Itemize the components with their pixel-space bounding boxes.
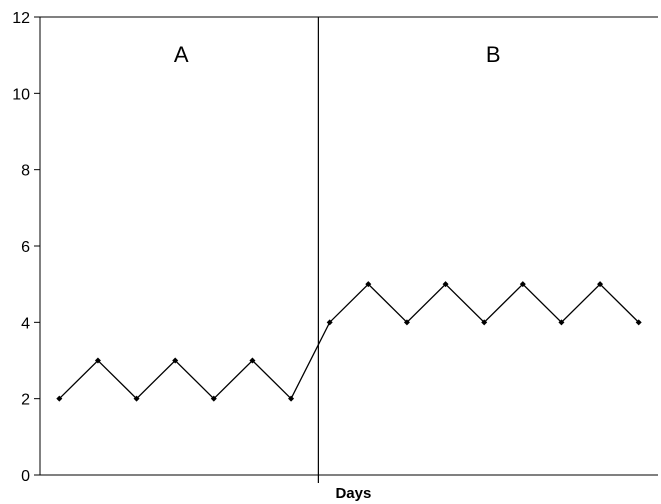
data-point: [210, 395, 217, 402]
y-tick-label: 2: [21, 392, 30, 409]
data-point: [403, 319, 410, 326]
data-point: [94, 357, 101, 364]
data-point: [288, 395, 295, 402]
data-point: [133, 395, 140, 402]
y-tick-label: 8: [21, 163, 30, 180]
phase-label-a: A: [174, 42, 189, 67]
y-tick-label: 12: [12, 10, 30, 27]
y-axis-ticks: 0 2 4 6 8 10 12: [12, 10, 40, 485]
data-point: [365, 281, 372, 288]
data-point: [558, 319, 565, 326]
y-tick-label: 0: [21, 468, 30, 485]
data-point: [597, 281, 604, 288]
series-group: [56, 281, 642, 402]
phase-label-b: B: [486, 42, 501, 67]
series-line: [58, 283, 640, 400]
data-point: [635, 319, 642, 326]
data-point: [481, 319, 488, 326]
data-point: [172, 357, 179, 364]
x-axis-title: Days: [335, 485, 371, 502]
y-tick-label: 4: [21, 315, 30, 332]
data-point: [442, 281, 449, 288]
data-point: [56, 395, 63, 402]
y-tick-label: 10: [12, 86, 30, 103]
y-tick-label: 6: [21, 239, 30, 256]
data-point: [519, 281, 526, 288]
data-point: [326, 319, 333, 326]
data-point: [249, 357, 256, 364]
